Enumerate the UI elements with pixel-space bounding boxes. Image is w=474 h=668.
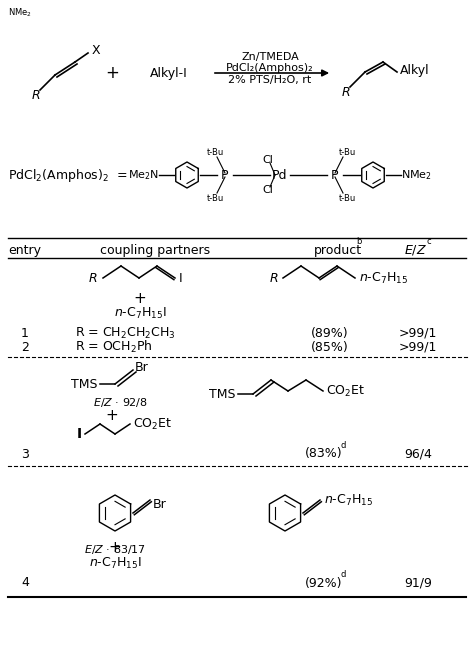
Text: PdCl₂(Amphos)₂: PdCl₂(Amphos)₂ xyxy=(226,63,314,73)
Text: 96/4: 96/4 xyxy=(404,448,432,460)
Text: (89%): (89%) xyxy=(311,327,349,339)
Text: X: X xyxy=(92,43,100,57)
Text: Br: Br xyxy=(153,498,167,511)
Text: CO$_2$Et: CO$_2$Et xyxy=(133,416,172,432)
Text: $E$/$Z$: $E$/$Z$ xyxy=(403,243,427,257)
Text: 2% PTS/H₂O, rt: 2% PTS/H₂O, rt xyxy=(228,75,311,85)
Text: b: b xyxy=(356,237,361,246)
Text: R: R xyxy=(32,88,40,102)
Text: Pd: Pd xyxy=(272,168,288,182)
Text: (92%): (92%) xyxy=(305,576,343,589)
Text: $E$/$Z$ · 83/17: $E$/$Z$ · 83/17 xyxy=(84,544,146,556)
Text: t-Bu: t-Bu xyxy=(338,148,356,156)
Text: $n$-C$_7$H$_{15}$I: $n$-C$_7$H$_{15}$I xyxy=(89,556,141,570)
Text: TMS: TMS xyxy=(72,377,98,391)
Text: coupling partners: coupling partners xyxy=(100,244,210,257)
Text: t-Bu: t-Bu xyxy=(206,148,224,156)
Text: Cl: Cl xyxy=(263,185,273,195)
Text: (85%): (85%) xyxy=(311,341,349,353)
Text: I: I xyxy=(179,271,182,285)
Text: Me$_2$N: Me$_2$N xyxy=(128,168,159,182)
Text: P: P xyxy=(221,168,229,182)
Text: R: R xyxy=(342,86,350,98)
Text: d: d xyxy=(341,441,346,450)
Text: >99/1: >99/1 xyxy=(399,327,437,339)
Text: 91/9: 91/9 xyxy=(404,576,432,589)
Text: 4: 4 xyxy=(21,576,29,589)
Text: NMe$_2$: NMe$_2$ xyxy=(8,6,32,19)
Text: $n$-C$_7$H$_{15}$: $n$-C$_7$H$_{15}$ xyxy=(324,492,373,508)
Text: Br: Br xyxy=(135,361,149,373)
Text: (83%): (83%) xyxy=(305,448,343,460)
Text: Zn/TMEDA: Zn/TMEDA xyxy=(241,52,299,62)
Text: NMe$_2$: NMe$_2$ xyxy=(401,168,432,182)
Text: 3: 3 xyxy=(21,448,29,460)
Text: entry: entry xyxy=(9,244,42,257)
Text: 2: 2 xyxy=(21,341,29,353)
Text: R: R xyxy=(88,271,97,285)
Text: R = CH$_2$CH$_2$CH$_3$: R = CH$_2$CH$_2$CH$_3$ xyxy=(75,325,175,341)
Text: Alkyl-I: Alkyl-I xyxy=(150,67,188,79)
Text: >99/1: >99/1 xyxy=(399,341,437,353)
Text: Alkyl: Alkyl xyxy=(400,63,429,77)
Text: PdCl$_2$(Amphos)$_2$  =: PdCl$_2$(Amphos)$_2$ = xyxy=(8,166,128,184)
Text: I: I xyxy=(77,427,82,441)
Text: +: + xyxy=(105,64,119,82)
Text: +: + xyxy=(134,291,146,305)
Text: +: + xyxy=(109,540,121,556)
Text: R: R xyxy=(269,271,278,285)
Text: $n$-C$_7$H$_{15}$I: $n$-C$_7$H$_{15}$I xyxy=(114,305,166,321)
Text: +: + xyxy=(106,409,118,424)
Text: $E$/$Z$ · 92/8: $E$/$Z$ · 92/8 xyxy=(93,395,147,409)
Text: 1: 1 xyxy=(21,327,29,339)
Text: $n$-C$_7$H$_{15}$: $n$-C$_7$H$_{15}$ xyxy=(359,271,408,285)
Text: Cl: Cl xyxy=(263,155,273,165)
Text: d: d xyxy=(341,570,346,579)
Text: t-Bu: t-Bu xyxy=(338,194,356,202)
Text: product: product xyxy=(314,244,362,257)
Text: TMS: TMS xyxy=(210,387,236,401)
Text: P: P xyxy=(331,168,339,182)
Text: t-Bu: t-Bu xyxy=(206,194,224,202)
Text: CO$_2$Et: CO$_2$Et xyxy=(326,383,365,399)
Text: R = OCH$_2$Ph: R = OCH$_2$Ph xyxy=(75,339,153,355)
Text: c: c xyxy=(427,237,432,246)
